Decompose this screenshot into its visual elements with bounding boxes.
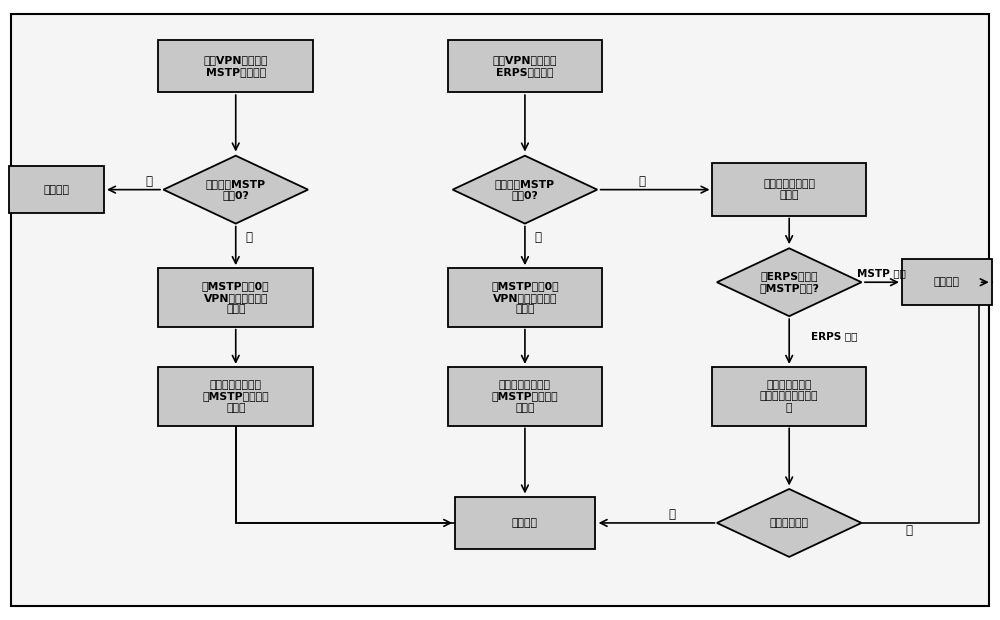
Polygon shape	[163, 156, 308, 224]
Text: 有相同的端口: 有相同的端口	[770, 518, 809, 528]
Text: 业务属于MSTP
实例0?: 业务属于MSTP 实例0?	[495, 179, 555, 200]
FancyBboxPatch shape	[902, 259, 992, 306]
Polygon shape	[453, 156, 597, 224]
Polygon shape	[717, 248, 861, 316]
Text: 创建VPN业务组到
ERPS实例映射: 创建VPN业务组到 ERPS实例映射	[493, 55, 557, 77]
Text: 将该业务添加到当
前MSTP实例的业
务组里: 将该业务添加到当 前MSTP实例的业 务组里	[202, 380, 269, 413]
Text: 将该业务添加到当
前MSTP实例的业
务组里: 将该业务添加到当 前MSTP实例的业 务组里	[492, 380, 558, 413]
Text: 创建VPN业务组到
MSTP实例映射: 创建VPN业务组到 MSTP实例映射	[203, 55, 268, 77]
Text: 查找当前业务所在
的实例: 查找当前业务所在 的实例	[763, 179, 815, 200]
FancyBboxPatch shape	[158, 367, 313, 426]
FancyBboxPatch shape	[448, 268, 602, 327]
FancyBboxPatch shape	[158, 268, 313, 327]
Text: 否: 否	[905, 525, 912, 538]
Text: 是: 是	[245, 231, 252, 244]
FancyBboxPatch shape	[455, 497, 595, 549]
FancyBboxPatch shape	[158, 40, 313, 92]
Text: 是: 是	[534, 231, 541, 244]
Text: 查找业务的端口
是否是配置实例的端
口: 查找业务的端口 是否是配置实例的端 口	[760, 380, 818, 413]
Text: 否: 否	[638, 175, 645, 188]
Text: 创建失败: 创建失败	[934, 277, 960, 287]
Text: 否: 否	[145, 175, 152, 188]
Text: 业务属于MSTP
实例0?: 业务属于MSTP 实例0?	[206, 179, 266, 200]
Text: MSTP 实例: MSTP 实例	[857, 268, 905, 278]
FancyBboxPatch shape	[712, 164, 866, 216]
Polygon shape	[717, 489, 861, 557]
FancyBboxPatch shape	[9, 167, 104, 213]
Text: 从MSTP实例0的
VPN业务组中删除
该业务: 从MSTP实例0的 VPN业务组中删除 该业务	[202, 281, 270, 314]
Text: 从MSTP实例0的
VPN业务组中删除
该业务: 从MSTP实例0的 VPN业务组中删除 该业务	[491, 281, 559, 314]
Text: 是ERPS实例还
是MSTP实例?: 是ERPS实例还 是MSTP实例?	[759, 272, 819, 293]
Text: 是: 是	[668, 508, 675, 521]
FancyBboxPatch shape	[448, 367, 602, 426]
Text: 创建成功: 创建成功	[512, 518, 538, 528]
Text: ERPS 实例: ERPS 实例	[811, 331, 858, 341]
FancyBboxPatch shape	[712, 367, 866, 426]
Text: 创建失败: 创建失败	[43, 185, 69, 195]
FancyBboxPatch shape	[11, 14, 989, 606]
FancyBboxPatch shape	[448, 40, 602, 92]
